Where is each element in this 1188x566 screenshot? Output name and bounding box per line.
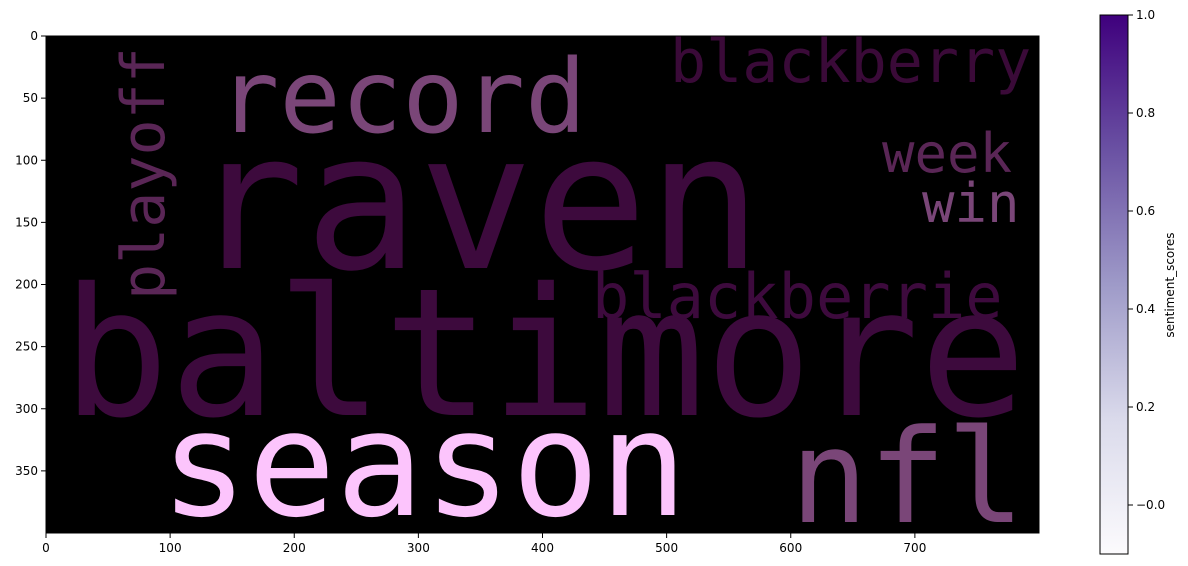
x-tick-label: 600	[779, 541, 802, 555]
y-tick-label: 350	[15, 464, 38, 478]
word-week: week	[882, 122, 1012, 185]
x-tick-label: 700	[903, 541, 926, 555]
colorbar	[1099, 14, 1129, 555]
y-tick-label: 50	[23, 91, 38, 105]
y-tick-label: 250	[15, 340, 38, 354]
colorbar-ticks: −0.0 0.2 0.4 0.6 0.8 1.0	[1128, 8, 1165, 512]
word-blackberrie: blackberrie	[592, 260, 1003, 333]
colorbar-tick-label: 0.8	[1136, 106, 1155, 120]
word-playoff: playoff	[109, 47, 179, 300]
x-tick-label: 400	[531, 541, 554, 555]
x-tick-label: 200	[283, 541, 306, 555]
word-nfl: nfl	[790, 401, 1025, 553]
x-tick-label: 500	[655, 541, 678, 555]
y-tick-label: 200	[15, 278, 38, 292]
word-win: win	[922, 172, 1020, 235]
colorbar-tick-label: −0.0	[1136, 498, 1165, 512]
word-raven: raven	[190, 92, 762, 313]
x-tick-label: 300	[407, 541, 430, 555]
y-tick-label: 100	[15, 153, 38, 167]
word-baltimore: baltimore	[62, 250, 1027, 457]
x-tick-label: 100	[159, 541, 182, 555]
word-record: record	[218, 38, 586, 157]
colorbar-tick-label: 0.2	[1136, 400, 1155, 414]
x-axis: 0 100 200 300 400 500 600 700	[42, 533, 926, 555]
x-tick-label: 0	[42, 541, 50, 555]
y-tick-label: 0	[30, 29, 38, 43]
y-axis: 0 50 100 150 200 250 300 350	[15, 29, 46, 478]
colorbar-label: sentiment_scores	[1163, 232, 1177, 337]
colorbar-tick-label: 0.4	[1136, 302, 1155, 316]
colorbar-tick-label: 0.6	[1136, 204, 1155, 218]
word-blackberry: blackberry	[670, 27, 1031, 97]
word-season: season	[160, 380, 687, 550]
colorbar-tick-label: 1.0	[1136, 8, 1155, 22]
y-tick-label: 150	[15, 215, 38, 229]
y-tick-label: 300	[15, 402, 38, 416]
image-background	[46, 36, 1039, 533]
